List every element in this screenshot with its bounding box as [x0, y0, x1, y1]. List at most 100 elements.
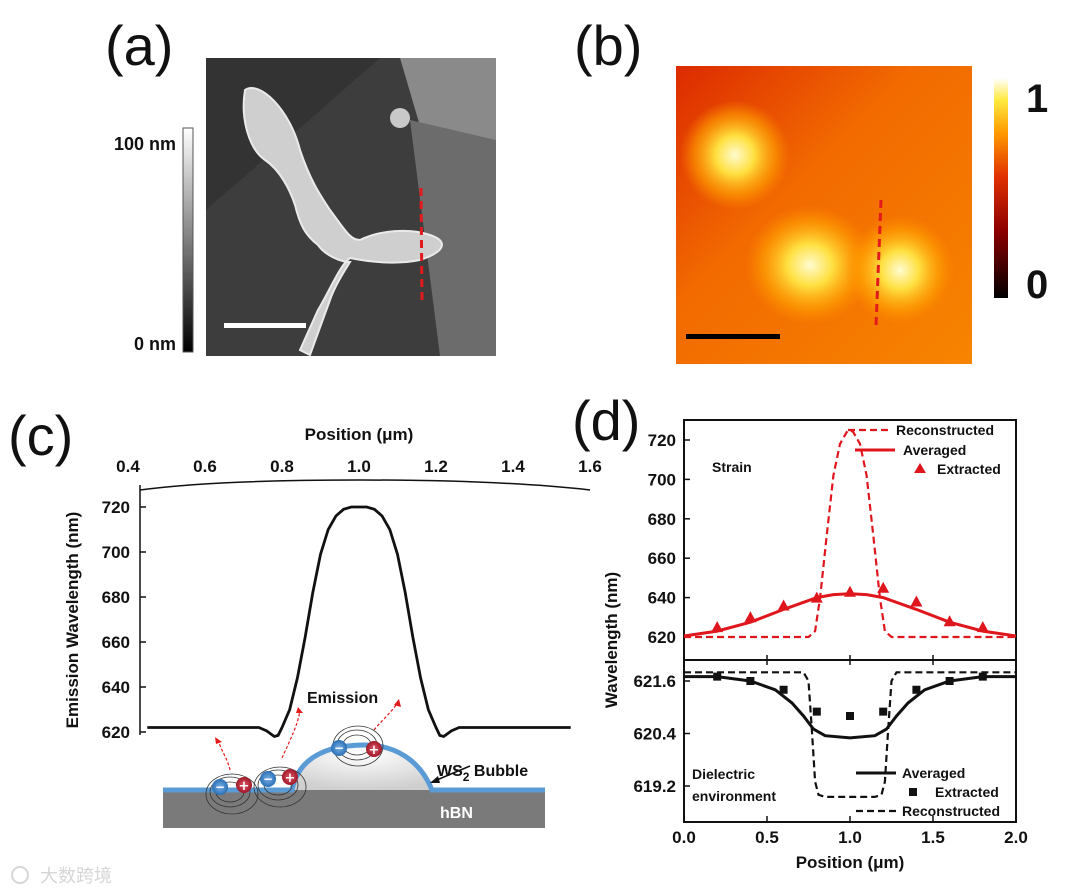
c-y-tick-label: 620	[102, 723, 130, 742]
c-y-tick-label: 660	[102, 633, 130, 652]
d-top-legend-averaged: Averaged	[903, 442, 966, 458]
d-top-y-tick-label: 660	[648, 549, 676, 568]
svg-text:−: −	[263, 772, 273, 786]
c-emission-label: Emission	[307, 690, 378, 707]
d-bottom-legend-extracted: Extracted	[935, 784, 999, 800]
exciton-hole-1	[212, 779, 228, 795]
ws2-layer	[163, 742, 545, 793]
colorbar-b-top: 1	[1026, 77, 1048, 121]
exciton-electron-3	[366, 741, 382, 757]
d-bottom-y-tick-label: 620.4	[633, 725, 676, 744]
d-top-legend-extracted: Extracted	[937, 461, 1001, 477]
d-bottom-legend: Averaged Extracted Reconstructed	[856, 765, 1000, 819]
panel-label-d: (d)	[572, 389, 640, 452]
d-bottom-annotation-1: Dielectric	[692, 766, 755, 782]
d-top-annotation: Strain	[712, 459, 752, 475]
exciton-electron-2	[282, 769, 298, 785]
d-bottom-extracted-point	[879, 707, 888, 716]
panel-label-b: (b)	[574, 14, 642, 77]
svg-text:+: +	[239, 779, 250, 794]
d-top-y-tick-label: 620	[648, 628, 676, 647]
d-top-extracted-point	[810, 591, 823, 603]
d-bottom-y-ticks: 619.2 620.4 621.6	[633, 672, 690, 796]
c-x-tick-label: 0.4	[116, 457, 140, 476]
d-bottom-extracted-point	[846, 712, 854, 720]
scale-bar-a	[224, 323, 306, 328]
d-top-y-tick-label: 640	[648, 589, 676, 608]
d-bottom-series-averaged	[684, 675, 1016, 740]
d-x-tick-label: 0.0	[672, 828, 696, 847]
d-x-tick-label: 2.0	[1004, 828, 1028, 847]
d-x-tick-label: 1.0	[838, 828, 862, 847]
d-x-ticks: 0.0 0.5 1.0 1.5 2.0	[672, 655, 1028, 847]
svg-text:−: −	[334, 741, 344, 755]
bubble-schematic: − + − + − +	[163, 699, 545, 828]
d-bottom-y-tick-label: 619.2	[633, 777, 676, 796]
c-series-emission	[147, 505, 571, 739]
c-x-ticks: 0.4 0.6 0.8 1.0 1.2 1.4 1.6	[116, 457, 602, 476]
d-top-series-extracted	[711, 581, 989, 633]
panel-label-a: (a)	[105, 14, 173, 77]
d-top-extracted-point	[711, 621, 724, 633]
d-bottom-annotation-2: environment	[692, 788, 776, 804]
d-bottom-extracted-point	[779, 685, 788, 694]
d-top-extracted-point	[943, 615, 956, 627]
d-bottom-legend-reconstructed: Reconstructed	[902, 803, 1000, 819]
d-top-extracted-point	[744, 611, 757, 623]
c-x-tick-label: 1.2	[424, 457, 448, 476]
c-y-tick-label: 700	[102, 543, 130, 562]
d-bottom-series-reconstructed	[684, 671, 1016, 798]
d-bottom-extracted-point	[812, 707, 821, 716]
d-top-extracted-point	[910, 595, 923, 607]
c-x-tick-label: 1.4	[501, 457, 525, 476]
exciton-hole-3	[331, 740, 347, 756]
d-top-y-tick-label: 700	[648, 470, 676, 489]
d-bottom-extracted-point	[912, 685, 921, 694]
d-bottom-extracted-point	[978, 672, 987, 681]
c-ylabel: Emission Wavelength (nm)	[63, 512, 82, 729]
linecut-b	[874, 199, 883, 327]
d-x-tick-label: 1.5	[921, 828, 945, 847]
d-bottom-extracted-point	[945, 677, 954, 685]
svg-text:+: +	[369, 743, 380, 758]
d-top-extracted-point	[877, 581, 890, 593]
c-x-tick-label: 1.6	[578, 457, 602, 476]
d-top-y-tick-label: 720	[648, 431, 676, 450]
colorbar-a	[182, 127, 194, 353]
d-top-legend: Reconstructed Averaged Extracted	[848, 422, 1001, 477]
exciton-electron-1	[236, 777, 252, 793]
exciton-hole-2	[260, 771, 276, 787]
emission-arrow-2	[281, 709, 301, 759]
d-top-y-tick-label: 680	[648, 510, 676, 529]
hbn-substrate	[163, 790, 545, 828]
d-bottom-extracted-point	[746, 677, 755, 685]
d-bottom-extracted-point	[713, 672, 722, 681]
d-bottom-legend-averaged: Averaged	[902, 765, 965, 781]
c-bubble-label: WS2 Bubble	[437, 763, 528, 784]
linecut-a	[419, 187, 424, 301]
colorbar-a-top: 100 nm	[114, 134, 176, 154]
c-x-tick-label: 1.0	[347, 457, 371, 476]
watermark-text: 大数跨境	[40, 866, 112, 887]
d-top-y-ticks: 620 640 660 680 700 720	[648, 431, 690, 647]
scale-bar-b	[686, 334, 780, 339]
d-top-legend-reconstructed: Reconstructed	[896, 422, 994, 438]
d-bottom-y-tick-label: 621.6	[633, 672, 676, 691]
d-bottom-series-extracted	[713, 672, 987, 720]
emission-map	[676, 66, 972, 364]
c-hbn-label: hBN	[440, 805, 473, 822]
d-xlabel: Position (μm)	[796, 853, 905, 872]
d-top-series-reconstructed	[684, 428, 1016, 639]
d-top-extracted-point	[777, 599, 790, 611]
svg-text:+: +	[285, 771, 296, 786]
d-top-series-averaged	[683, 592, 1017, 638]
colorbar-b-bottom: 0	[1026, 263, 1048, 307]
svg-text:−: −	[215, 780, 225, 794]
c-x-tick-label: 0.8	[270, 457, 294, 476]
afm-image	[206, 58, 496, 357]
colorbar-a-bottom: 0 nm	[134, 334, 176, 354]
colorbar-b	[994, 78, 1008, 298]
emission-arrow-1	[217, 739, 231, 771]
c-y-tick-label: 680	[102, 588, 130, 607]
